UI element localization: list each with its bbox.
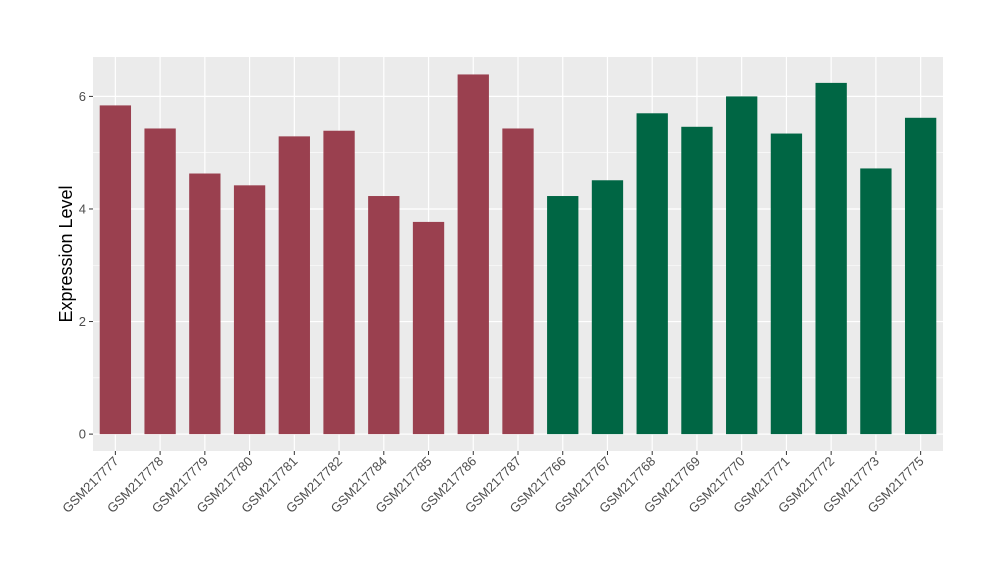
x-axis: GSM217777GSM217778GSM217779GSM217780GSM2… — [59, 451, 927, 516]
bar — [860, 168, 892, 435]
bar — [189, 173, 221, 435]
bar — [636, 113, 668, 435]
y-axis-title: Expression Level — [56, 185, 76, 322]
y-tick-label: 2 — [79, 314, 86, 329]
bar — [457, 74, 489, 435]
bar — [368, 196, 400, 435]
bar — [904, 117, 937, 435]
bar — [770, 133, 803, 435]
bar — [233, 185, 266, 435]
bar — [502, 128, 534, 435]
bar — [323, 130, 355, 435]
bars — [99, 74, 937, 435]
bar — [278, 136, 310, 435]
bar — [144, 128, 176, 435]
bar — [815, 82, 847, 435]
bar — [412, 221, 445, 435]
y-tick-label: 0 — [79, 427, 86, 442]
y-axis: 0 2 4 6 — [79, 89, 93, 442]
bar — [547, 196, 579, 435]
bar — [591, 180, 624, 435]
bar — [726, 96, 758, 435]
y-tick-label: 6 — [79, 89, 86, 104]
bar — [99, 105, 132, 435]
bar — [681, 126, 713, 435]
y-tick-label: 4 — [79, 201, 86, 216]
